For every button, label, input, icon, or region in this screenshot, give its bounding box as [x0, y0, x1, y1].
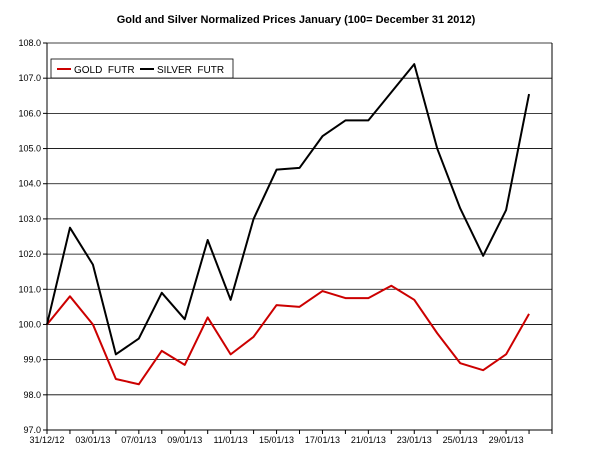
legend: GOLD FUTR SILVER FUTR	[50, 58, 234, 79]
x-tick-label: 25/01/13	[443, 435, 478, 445]
y-tick-label: 100.0	[18, 319, 41, 329]
y-tick-label: 105.0	[18, 144, 41, 154]
y-tick-label: 107.0	[18, 73, 41, 83]
axes	[43, 42, 553, 434]
series-line-silver	[46, 63, 531, 356]
y-tick-label: 104.0	[18, 179, 41, 189]
legend-label-silver: SILVER FUTR	[157, 65, 224, 76]
x-tick-label: 29/01/13	[489, 435, 524, 445]
y-tick-label: 97.0	[23, 425, 41, 435]
y-tick-label: 99.0	[23, 355, 41, 365]
x-tick-label: 21/01/13	[351, 435, 386, 445]
y-tick-labels: 97.0 98.0 99.0 100.0 101.0 102.0 103.0 104.0 105…	[18, 38, 41, 435]
y-tick-label: 102.0	[18, 249, 41, 259]
grid-lines	[47, 42, 552, 396]
legend-label-gold: GOLD FUTR	[74, 65, 135, 76]
x-tick-label: 17/01/13	[305, 435, 340, 445]
series-line-gold	[46, 284, 530, 386]
y-tick-label: 106.0	[18, 108, 41, 118]
x-tick-label: 31/12/12	[29, 435, 64, 445]
x-tick-label: 11/01/13	[213, 435, 247, 445]
y-tick-label: 101.0	[18, 284, 41, 294]
x-tick-labels: 31/12/12 03/01/13 07/01/13 09/01/13 11/01/13…	[29, 435, 523, 445]
y-tick-label: 98.0	[23, 390, 41, 400]
x-tick-label: 03/01/13	[75, 435, 110, 445]
chart-title: Gold and Silver Normalized Prices Januar…	[117, 14, 476, 26]
y-tick-label: 103.0	[18, 214, 41, 224]
x-tick-label: 23/01/13	[397, 435, 432, 445]
x-tick-label: 09/01/13	[167, 435, 202, 445]
x-tick-label: 07/01/13	[121, 435, 156, 445]
y-tick-label: 108.0	[18, 38, 41, 48]
series-lines	[46, 63, 531, 386]
x-tick-label: 15/01/13	[259, 435, 294, 445]
